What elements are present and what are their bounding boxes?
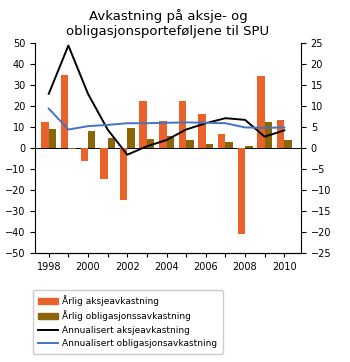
Bar	[218, 134, 225, 148]
Bar	[257, 76, 265, 148]
Title: Avkastning på aksje- og
obligasjonsporteføljene til SPU: Avkastning på aksje- og obligasjonsporte…	[66, 9, 270, 38]
Bar	[179, 101, 186, 148]
Bar	[49, 129, 56, 148]
Bar	[277, 121, 284, 148]
Bar	[68, 148, 76, 149]
Bar	[80, 148, 88, 161]
Bar	[245, 146, 252, 148]
Bar	[120, 148, 127, 200]
Bar	[186, 140, 194, 148]
Bar	[139, 101, 147, 148]
Bar	[100, 148, 108, 179]
Bar	[265, 122, 272, 148]
Bar	[284, 140, 292, 148]
Bar	[108, 138, 115, 148]
Bar	[127, 128, 135, 148]
Bar	[198, 114, 206, 148]
Bar	[61, 75, 68, 148]
Legend: Årlig aksjeavkastning, Årlig obligasjonssavkastning, Annualisert aksjeavkastning: Årlig aksjeavkastning, Årlig obligasjons…	[33, 290, 223, 354]
Bar	[167, 136, 174, 148]
Bar	[88, 131, 96, 148]
Bar	[225, 142, 233, 148]
Bar	[238, 148, 245, 234]
Bar	[41, 122, 49, 148]
Bar	[147, 139, 154, 148]
Bar	[206, 144, 213, 148]
Bar	[159, 121, 167, 148]
